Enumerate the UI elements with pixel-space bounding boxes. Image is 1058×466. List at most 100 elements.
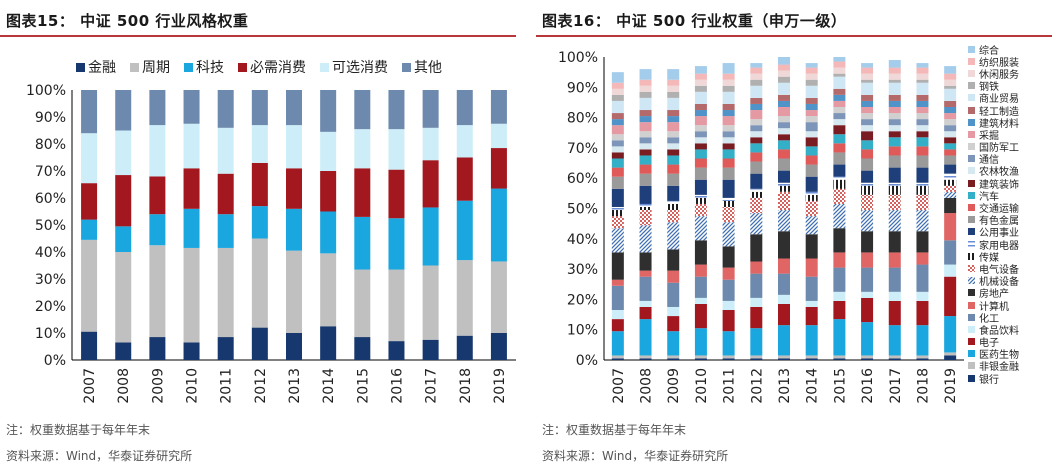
bar-segment — [778, 134, 790, 141]
bar-segment — [422, 127, 439, 161]
x-tick-label: 2015 — [832, 368, 848, 404]
bar-segment — [944, 131, 957, 138]
bar-segment — [861, 185, 874, 195]
bar-segment — [861, 100, 874, 107]
x-tick-label: 2011 — [722, 368, 738, 404]
legend-label: 国防军工 — [979, 143, 1019, 155]
bar-segment — [805, 325, 818, 356]
bar-segment — [422, 339, 439, 360]
bar-segment — [611, 216, 624, 229]
bar-segment — [805, 176, 818, 192]
bar-segment — [916, 355, 929, 359]
bar-segment — [694, 216, 707, 241]
bar-segment — [888, 137, 901, 147]
bar-segment — [861, 149, 874, 159]
bar-segment — [286, 168, 302, 209]
bar-segment — [320, 90, 337, 132]
bar-segment — [944, 191, 957, 198]
bar-segment — [861, 113, 874, 120]
y-tick-label: 50% — [567, 202, 598, 218]
bar-segment — [422, 160, 439, 208]
bar-segment — [805, 306, 818, 326]
bar-segment — [778, 191, 790, 211]
bar-segment — [611, 310, 624, 320]
bar-segment — [611, 176, 624, 189]
bar-segment — [722, 137, 735, 144]
x-tick-label: 2010 — [185, 368, 201, 404]
bar-segment — [81, 133, 98, 184]
bar-segment — [611, 206, 624, 211]
bar-segment — [916, 67, 929, 74]
legend-item: 银行 — [968, 372, 1019, 386]
bar-segment — [694, 194, 707, 198]
bar-segment — [667, 270, 680, 283]
bar-segment — [888, 113, 901, 120]
bar-segment — [639, 110, 652, 117]
x-tick-label: 2018 — [458, 368, 474, 404]
bar-segment — [115, 226, 132, 252]
bar-segment — [778, 170, 790, 183]
bar-segment — [422, 90, 439, 128]
y-tick-label: 40% — [567, 232, 598, 248]
bar-segment — [916, 63, 929, 68]
bar-segment — [805, 67, 818, 74]
legend-item: 传媒 — [968, 250, 1019, 264]
bar-segment — [888, 194, 901, 211]
bar-segment — [667, 331, 680, 356]
legend-swatch — [968, 57, 975, 65]
x-tick-label: 2012 — [749, 368, 765, 404]
bar-segment — [750, 110, 763, 120]
legend-item: 家用电器 — [968, 238, 1019, 252]
bar-segment — [183, 90, 200, 124]
legend-label: 可选消费 — [332, 60, 388, 76]
bar-segment — [639, 203, 652, 207]
bar-segment — [944, 119, 957, 126]
bar-segment — [639, 358, 652, 360]
bar-segment — [722, 355, 735, 359]
legend-item: 建筑装饰 — [968, 177, 1019, 191]
bar-segment — [833, 61, 846, 68]
bar-segment — [667, 164, 680, 174]
y-tick-label: 0% — [44, 353, 66, 369]
bar-segment — [916, 325, 929, 356]
legend-swatch — [320, 62, 329, 72]
bar-segment — [456, 200, 473, 261]
bar-segment — [888, 106, 901, 114]
legend-label: 建筑材料 — [979, 118, 1019, 130]
bar-segment — [778, 210, 790, 232]
legend-item: 公用事业 — [968, 226, 1019, 239]
bar-segment — [750, 119, 763, 126]
bar-segment — [354, 168, 371, 217]
bar-segment — [183, 123, 200, 169]
legend-item: 采掘 — [968, 128, 1019, 142]
bar-segment — [833, 143, 846, 153]
legend-label: 其他 — [414, 60, 442, 76]
legend-label: 轻工制造 — [979, 106, 1019, 118]
bar-segment — [944, 106, 957, 114]
bar-segment — [667, 143, 680, 150]
bar-segment — [916, 73, 929, 80]
bar-segment — [861, 79, 874, 83]
bar-segment — [694, 85, 707, 92]
legend-swatch — [968, 338, 975, 346]
bar-segment — [778, 149, 790, 159]
bar-segment — [286, 250, 302, 333]
x-tick-label: 2017 — [424, 368, 440, 404]
legend-item: 非银金融 — [968, 360, 1019, 373]
bar-segment — [422, 265, 439, 340]
bar-segment — [861, 182, 874, 186]
bar-segment — [611, 279, 624, 286]
bar-segment — [778, 94, 790, 101]
x-tick-label: 2013 — [287, 368, 303, 404]
bar-segment — [888, 79, 901, 83]
bar-segment — [861, 322, 874, 356]
legend-label: 计算机 — [979, 301, 1009, 313]
bar-segment — [833, 203, 846, 229]
bar-segment — [667, 249, 680, 271]
bar-segment — [916, 94, 929, 101]
bar-segment — [354, 216, 371, 270]
bar-segment — [388, 169, 405, 219]
x-tick-label: 2007 — [82, 368, 98, 404]
bar-segment — [667, 355, 680, 359]
bar-segment — [217, 247, 234, 338]
